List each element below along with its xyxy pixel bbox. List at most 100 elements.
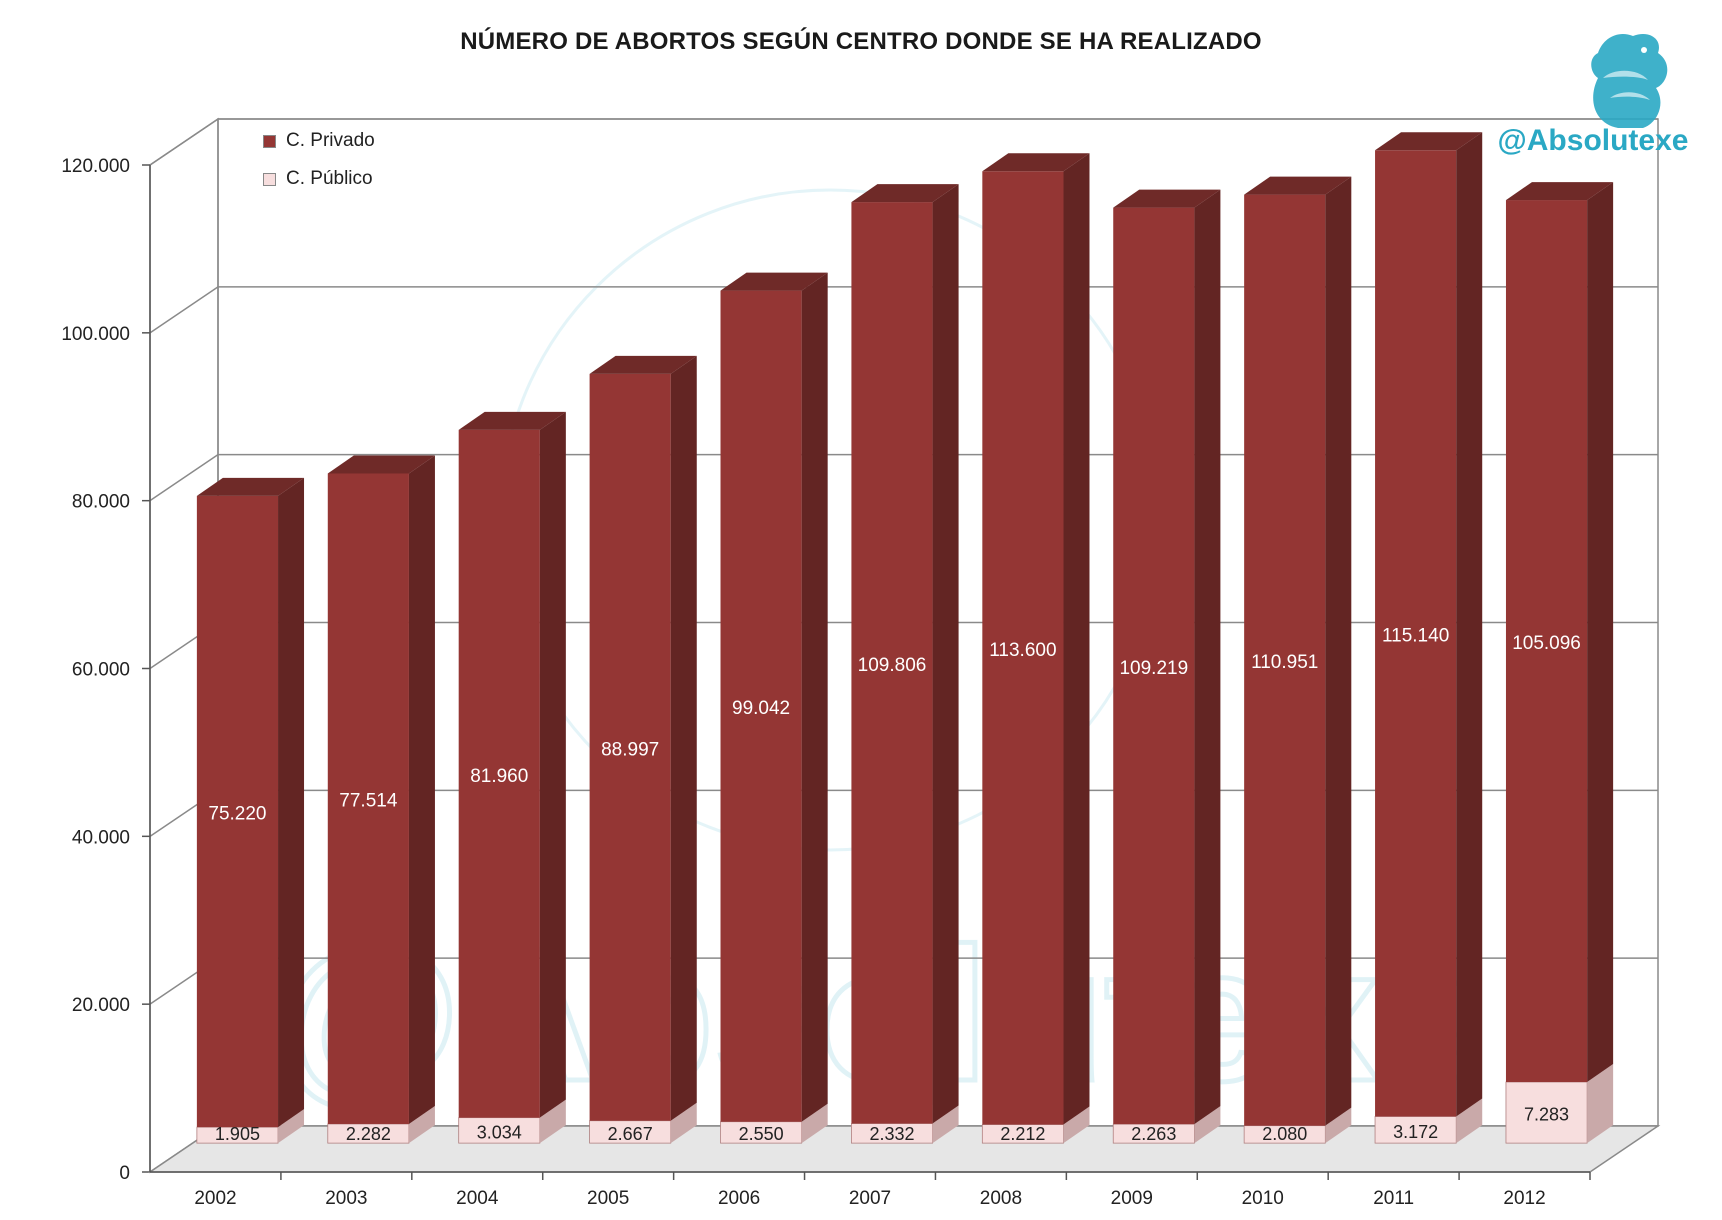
x-tick-label: 2002 [194,1188,236,1209]
bar-privado-side [1063,153,1090,1125]
legend-swatch-publico [263,172,276,186]
y-tick-label: 0 [119,1163,130,1184]
bar-privado [720,290,802,1122]
bar-privado-side [1456,132,1483,1117]
bar-privado-side [1587,182,1614,1083]
data-label-privado: 110.951 [1251,652,1318,673]
bar-privado-side [278,477,305,1128]
y-tick-label: 80.000 [72,492,130,513]
legend-item-publico: C. Público [263,160,375,198]
data-label-publico: 1.905 [215,1124,260,1144]
y-tick-label: 20.000 [72,995,130,1016]
chart-legend: C. Privado C. Público [263,122,375,198]
data-label-publico: 2.550 [739,1124,784,1144]
bar-publico-side [1063,1106,1090,1144]
data-label-privado: 105.096 [1512,633,1581,654]
bar-privado-top [720,272,828,291]
bar-publico-side [278,1109,305,1144]
data-label-privado: 75.220 [208,804,266,825]
bar-publico-side [932,1105,959,1144]
brand-handle: @Absolutexe [1497,124,1689,157]
bar-privado-top [982,153,1090,172]
bar-privado [1113,207,1195,1125]
bar-privado [1375,150,1457,1117]
x-tick-label: 2007 [849,1188,891,1209]
data-label-publico: 2.212 [1000,1124,1045,1144]
data-label-privado: 113.600 [989,640,1056,661]
bar-privado [196,495,279,1128]
data-label-publico: 2.263 [1131,1124,1176,1144]
bar-privado [589,373,671,1121]
data-label-privado: 81.960 [470,766,528,787]
data-label-privado: 109.806 [858,655,927,676]
bar-publico-side [801,1103,828,1144]
data-label-privado: 88.997 [601,739,659,760]
data-label-publico: 7.283 [1524,1105,1569,1125]
bar-privado-side [408,455,435,1124]
gridline [149,118,1658,166]
y-tick-label: 60.000 [72,660,130,681]
bar-publico-side [670,1102,697,1144]
data-label-publico: 3.172 [1393,1122,1438,1142]
x-tick-label: 2010 [1242,1188,1284,1209]
bar-publico-side [539,1099,566,1144]
bar-privado [458,429,540,1118]
bar-privado-side [801,272,828,1122]
x-tick-label: 2006 [718,1188,760,1209]
bar-privado [327,473,409,1124]
bar-publico-side [1325,1107,1352,1144]
griffin-logo-icon [1591,33,1668,128]
bar-privado-top [327,455,435,474]
bar-privado-top [1244,176,1352,195]
bar-privado-top [196,477,305,496]
bar-privado-top [851,184,959,203]
y-tick-label: 100.000 [61,324,130,345]
bar-publico-side [1456,1098,1483,1144]
x-tick-label: 2004 [456,1188,499,1209]
data-label-publico: 2.332 [869,1124,914,1144]
legend-item-privado: C. Privado [263,122,375,160]
bar-privado-side [1325,176,1352,1126]
data-label-privado: 99.042 [732,698,790,719]
data-label-privado: 115.140 [1382,625,1449,646]
y-tick-label: 120.000 [61,156,130,177]
bar-publico-side [1587,1064,1614,1144]
bar-privado-top [1113,189,1221,208]
x-tick-label: 2012 [1503,1188,1545,1209]
data-label-publico: 3.034 [477,1122,522,1142]
legend-label-publico: C. Público [286,168,373,189]
legend-swatch-privado [263,134,276,148]
bar-privado-side [670,355,697,1121]
bar-publico [1505,1081,1588,1144]
bar-privado-side [932,184,959,1124]
data-label-privado: 109.219 [1119,658,1188,679]
bar-privado [1244,194,1326,1126]
x-tick-label: 2005 [587,1188,629,1209]
data-label-publico: 2.080 [1262,1124,1307,1144]
bar-publico-side [1194,1106,1221,1144]
bar-privado [982,171,1064,1125]
bar-publico [851,1123,933,1144]
bar-privado [851,202,933,1124]
bar-privado-side [539,411,566,1118]
y-tick-label: 40.000 [72,827,130,848]
x-tick-label: 2011 [1373,1188,1414,1209]
bar-privado-top [1505,182,1614,201]
data-label-privado: 77.514 [339,791,398,812]
bar-publico [458,1117,541,1144]
bar-privado-side [1194,189,1221,1125]
bar-privado-top [1375,132,1483,151]
data-label-publico: 2.282 [346,1124,391,1144]
bar-publico [1374,1116,1457,1144]
bar-privado-top [458,411,566,430]
x-tick-label: 2003 [325,1188,367,1209]
bar-publico-side [408,1105,435,1144]
x-tick-label: 2008 [980,1188,1022,1209]
bar-privado [1505,200,1588,1083]
bar-privado-top [589,355,697,374]
data-label-publico: 2.667 [608,1124,653,1144]
x-tick-label: 2009 [1111,1188,1153,1209]
chart-title: NÚMERO DE ABORTOS SEGÚN CENTRO DONDE SE … [460,28,1262,55]
